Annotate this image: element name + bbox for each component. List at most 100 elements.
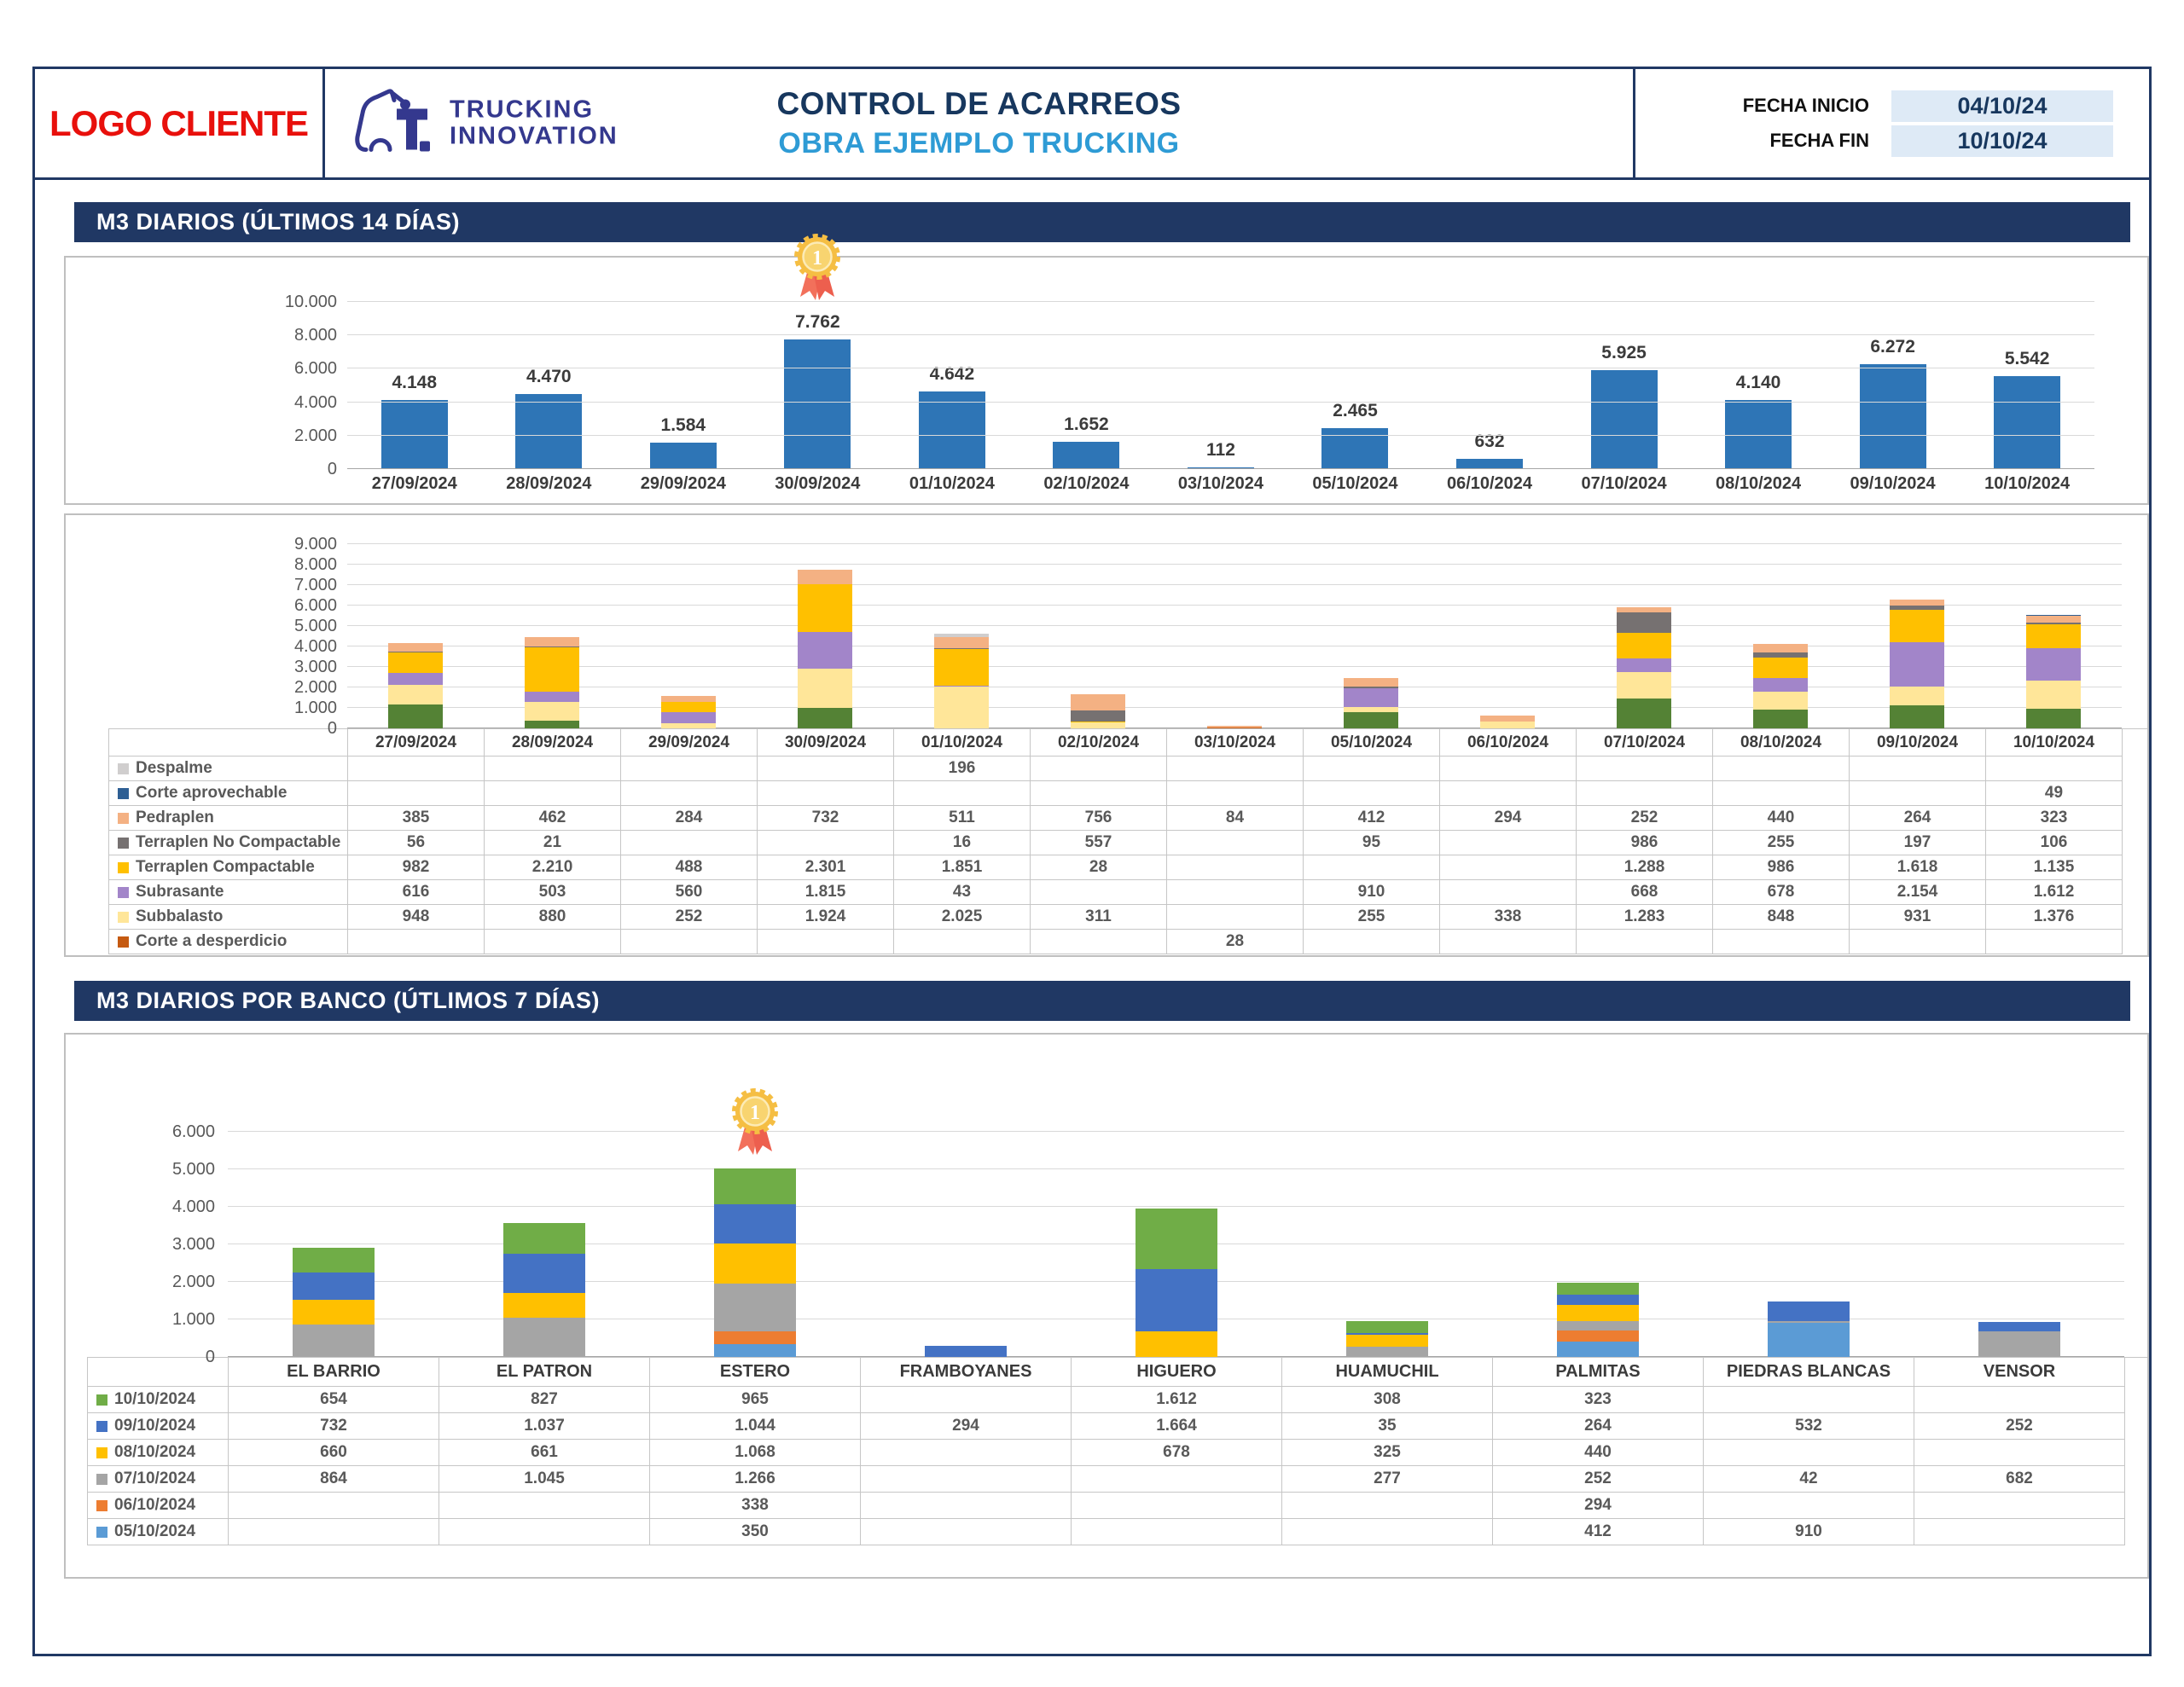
table-value-cell [1440,831,1577,855]
stack-bar-segment [798,669,852,709]
x-axis-date-label: 01/10/2024 [909,474,995,493]
daily-bar [1456,458,1524,469]
table-column-header: 01/10/2024 [894,729,1031,757]
stack-bar-segment [1344,706,1398,712]
daily-bar-column: 4.148 [347,288,482,469]
stack-bar-segment [292,1272,375,1300]
table-value-cell: 2.025 [894,905,1031,930]
table-value-cell [1167,880,1304,905]
table-corner-cell [109,729,348,757]
table-column-header: HIGUERO [1072,1358,1282,1387]
table-value-cell: 827 [439,1387,650,1413]
stack-bar-segment [1753,709,1808,728]
table-value-cell: 294 [1493,1493,1704,1519]
table-value-cell [1031,781,1167,806]
table-value-cell: 1.851 [894,855,1031,880]
x-axis-date-label: 02/10/2024 [1043,474,1130,493]
table-value-cell: 682 [1914,1466,2125,1493]
table-value-cell [229,1519,439,1545]
table-row-label: Pedraplen [109,806,348,831]
table-value-cell [1072,1519,1282,1545]
y-axis-tick-label: 4.000 [171,1197,215,1216]
stack-bar-segment [1345,1332,1428,1335]
table-value-cell [1440,757,1577,781]
table-value-cell [1282,1519,1493,1545]
stack-bar-segment [2026,647,2081,681]
table-column-header: 28/09/2024 [485,729,621,757]
table-value-cell: 16 [894,831,1031,855]
stack-bar-segment [661,711,716,723]
daily-bar-column: 2.465 [1288,288,1423,469]
y-axis-tick-label: 6.000 [171,1122,215,1141]
stack-bar-segment [1135,1268,1217,1332]
gridline [228,1206,2124,1207]
table-value-cell [861,1440,1072,1466]
table-row-label: 08/10/2024 [88,1440,229,1466]
first-place-medal-icon: 1 [793,233,842,302]
y-axis-tick-label: 4.000 [293,392,337,412]
stack-bar-segment [1617,672,1671,699]
fecha-inicio-value[interactable]: 04/10/24 [1891,90,2113,122]
report-title-line2: OBRA EJEMPLO TRUCKING [778,127,1180,159]
legend-color-chip [118,837,129,849]
stack-bar-segment [1617,606,1671,612]
daily-bar-column: 112 [1153,288,1288,469]
table-column-header: 06/10/2024 [1440,729,1577,757]
gridline [228,1131,2124,1132]
table-value-cell: 848 [1713,905,1850,930]
stack-bar-segment [525,720,579,728]
stack-bar-segment [525,646,579,647]
table-value-cell: 95 [1304,831,1440,855]
table-row-label: 10/10/2024 [88,1387,229,1413]
stack-bar-segment [1480,715,1535,722]
table-value-cell [758,930,894,954]
table-value-cell [1440,930,1577,954]
table-value-cell: 511 [894,806,1031,831]
table-value-cell: 255 [1304,905,1440,930]
table-value-cell: 1.037 [439,1413,650,1440]
stack-bar-segment [1344,711,1398,728]
fecha-fin-label: FECHA FIN [1769,130,1869,151]
daily-bar-column: 1.652 [1019,288,1154,469]
table-value-cell: 1.135 [1986,855,2123,880]
table-value-cell: 661 [439,1440,650,1466]
table-column-header: EL PATRON [439,1358,650,1387]
stack-bar-segment [924,1346,1007,1357]
x-axis-date-label: 08/10/2024 [1716,474,1802,493]
fecha-inicio-label: FECHA INICIO [1742,95,1869,116]
stack-bar-segment [1978,1321,2060,1331]
table-row-label: 06/10/2024 [88,1493,229,1519]
daily-bar [1859,364,1926,469]
stack-bar-segment [798,708,852,728]
table-value-cell [229,1493,439,1519]
table-value-cell: 294 [1440,806,1577,831]
table-value-cell: 84 [1167,806,1304,831]
table-value-cell: 56 [348,831,485,855]
stack-bar-segment [1767,1301,1850,1322]
stack-bar-segment [2026,616,2081,623]
table-row-label: Terraplen No Compactable [109,831,348,855]
table-column-header: 30/09/2024 [758,729,894,757]
table-value-cell: 462 [485,806,621,831]
table-value-cell [1031,880,1167,905]
x-axis-date-label: 29/09/2024 [640,474,726,493]
stack-bar-segment [1617,612,1671,633]
table-value-cell [758,781,894,806]
y-axis-tick-label: 8.000 [293,326,337,345]
stack-bar-segment [1890,687,1944,706]
gridline [347,468,2094,469]
stack-bar-segment [1135,1331,1217,1357]
stack-bar-segment [292,1324,375,1357]
table-value-cell [1704,1387,1914,1413]
stack-bar-segment [1345,1321,1428,1333]
table-value-cell [1304,855,1440,880]
fecha-fin-row: FECHA FIN 10/10/24 [1635,125,2113,157]
stack-bar-segment [1890,705,1944,728]
table-column-header: 27/09/2024 [348,729,485,757]
fecha-fin-value[interactable]: 10/10/24 [1891,125,2113,157]
y-axis-tick-label: 0 [327,460,337,478]
daily-bar-column: 1.584 [616,288,751,469]
table-value-cell: 440 [1713,806,1850,831]
table-value-cell [758,757,894,781]
table-value-cell [1167,781,1304,806]
